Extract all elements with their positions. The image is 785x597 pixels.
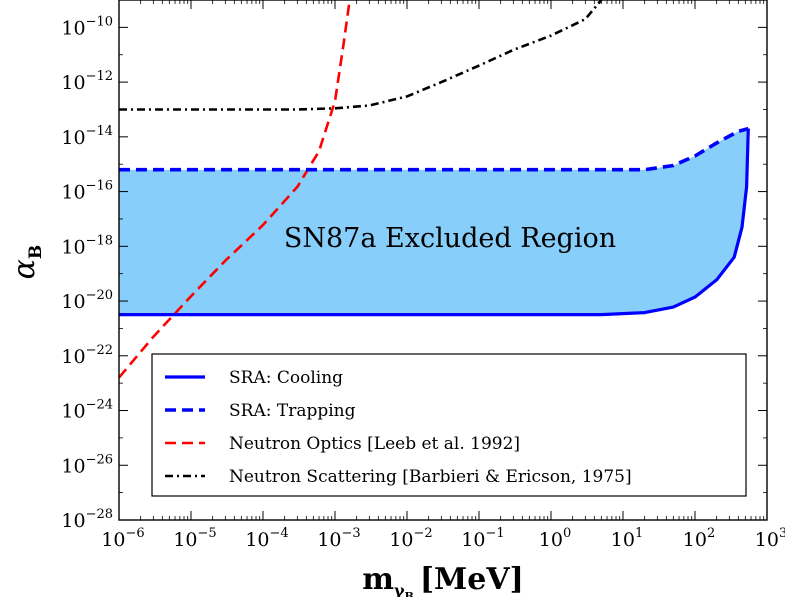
legend-label-2: Neutron Optics [Leeb et al. 1992] xyxy=(229,434,520,454)
y-tick-label: 10−18 xyxy=(61,233,113,258)
y-tick-label: 10−28 xyxy=(61,507,113,532)
legend-box xyxy=(151,353,747,497)
series-line-1 xyxy=(119,126,749,172)
series-line-2 xyxy=(119,0,351,379)
plot-frame xyxy=(118,0,768,521)
y-axis-label: αB xyxy=(7,245,46,280)
legend-label-3: Neutron Scattering [Barbieri & Ericson, … xyxy=(229,467,632,487)
x-tick-label: 10−6 xyxy=(101,526,144,551)
x-tick-label: 10−4 xyxy=(245,526,288,551)
x-tick-label: 103 xyxy=(755,526,785,551)
y-tick-label: 10−22 xyxy=(61,343,113,368)
x-tick-label: 10−1 xyxy=(461,526,504,551)
excluded-region-fill xyxy=(119,128,749,315)
legend-label-1: SRA: Trapping xyxy=(229,401,356,421)
x-tick-label: 102 xyxy=(683,526,715,551)
y-tick-label: 10−24 xyxy=(61,398,113,423)
x-tick-label: 10−5 xyxy=(173,526,216,551)
y-tick-label: 10−26 xyxy=(61,452,113,477)
x-tick-label: 10−2 xyxy=(389,526,432,551)
series-line-3 xyxy=(119,0,603,111)
y-tick-label: 10−20 xyxy=(61,288,113,313)
region-annotation: SN87a Excluded Region xyxy=(284,223,616,254)
legend-label-0: SRA: Cooling xyxy=(229,368,343,388)
y-tick-label: 10−10 xyxy=(61,14,113,39)
x-axis-label: mγB [MeV] xyxy=(362,562,524,597)
x-tick-label: 100 xyxy=(539,526,571,551)
y-tick-label: 10−16 xyxy=(61,179,113,204)
x-tick-label: 101 xyxy=(611,526,643,551)
x-tick-label: 10−3 xyxy=(317,526,360,551)
y-tick-label: 10−12 xyxy=(61,69,113,94)
series-line-0 xyxy=(119,128,750,317)
y-tick-label: 10−14 xyxy=(61,124,113,149)
